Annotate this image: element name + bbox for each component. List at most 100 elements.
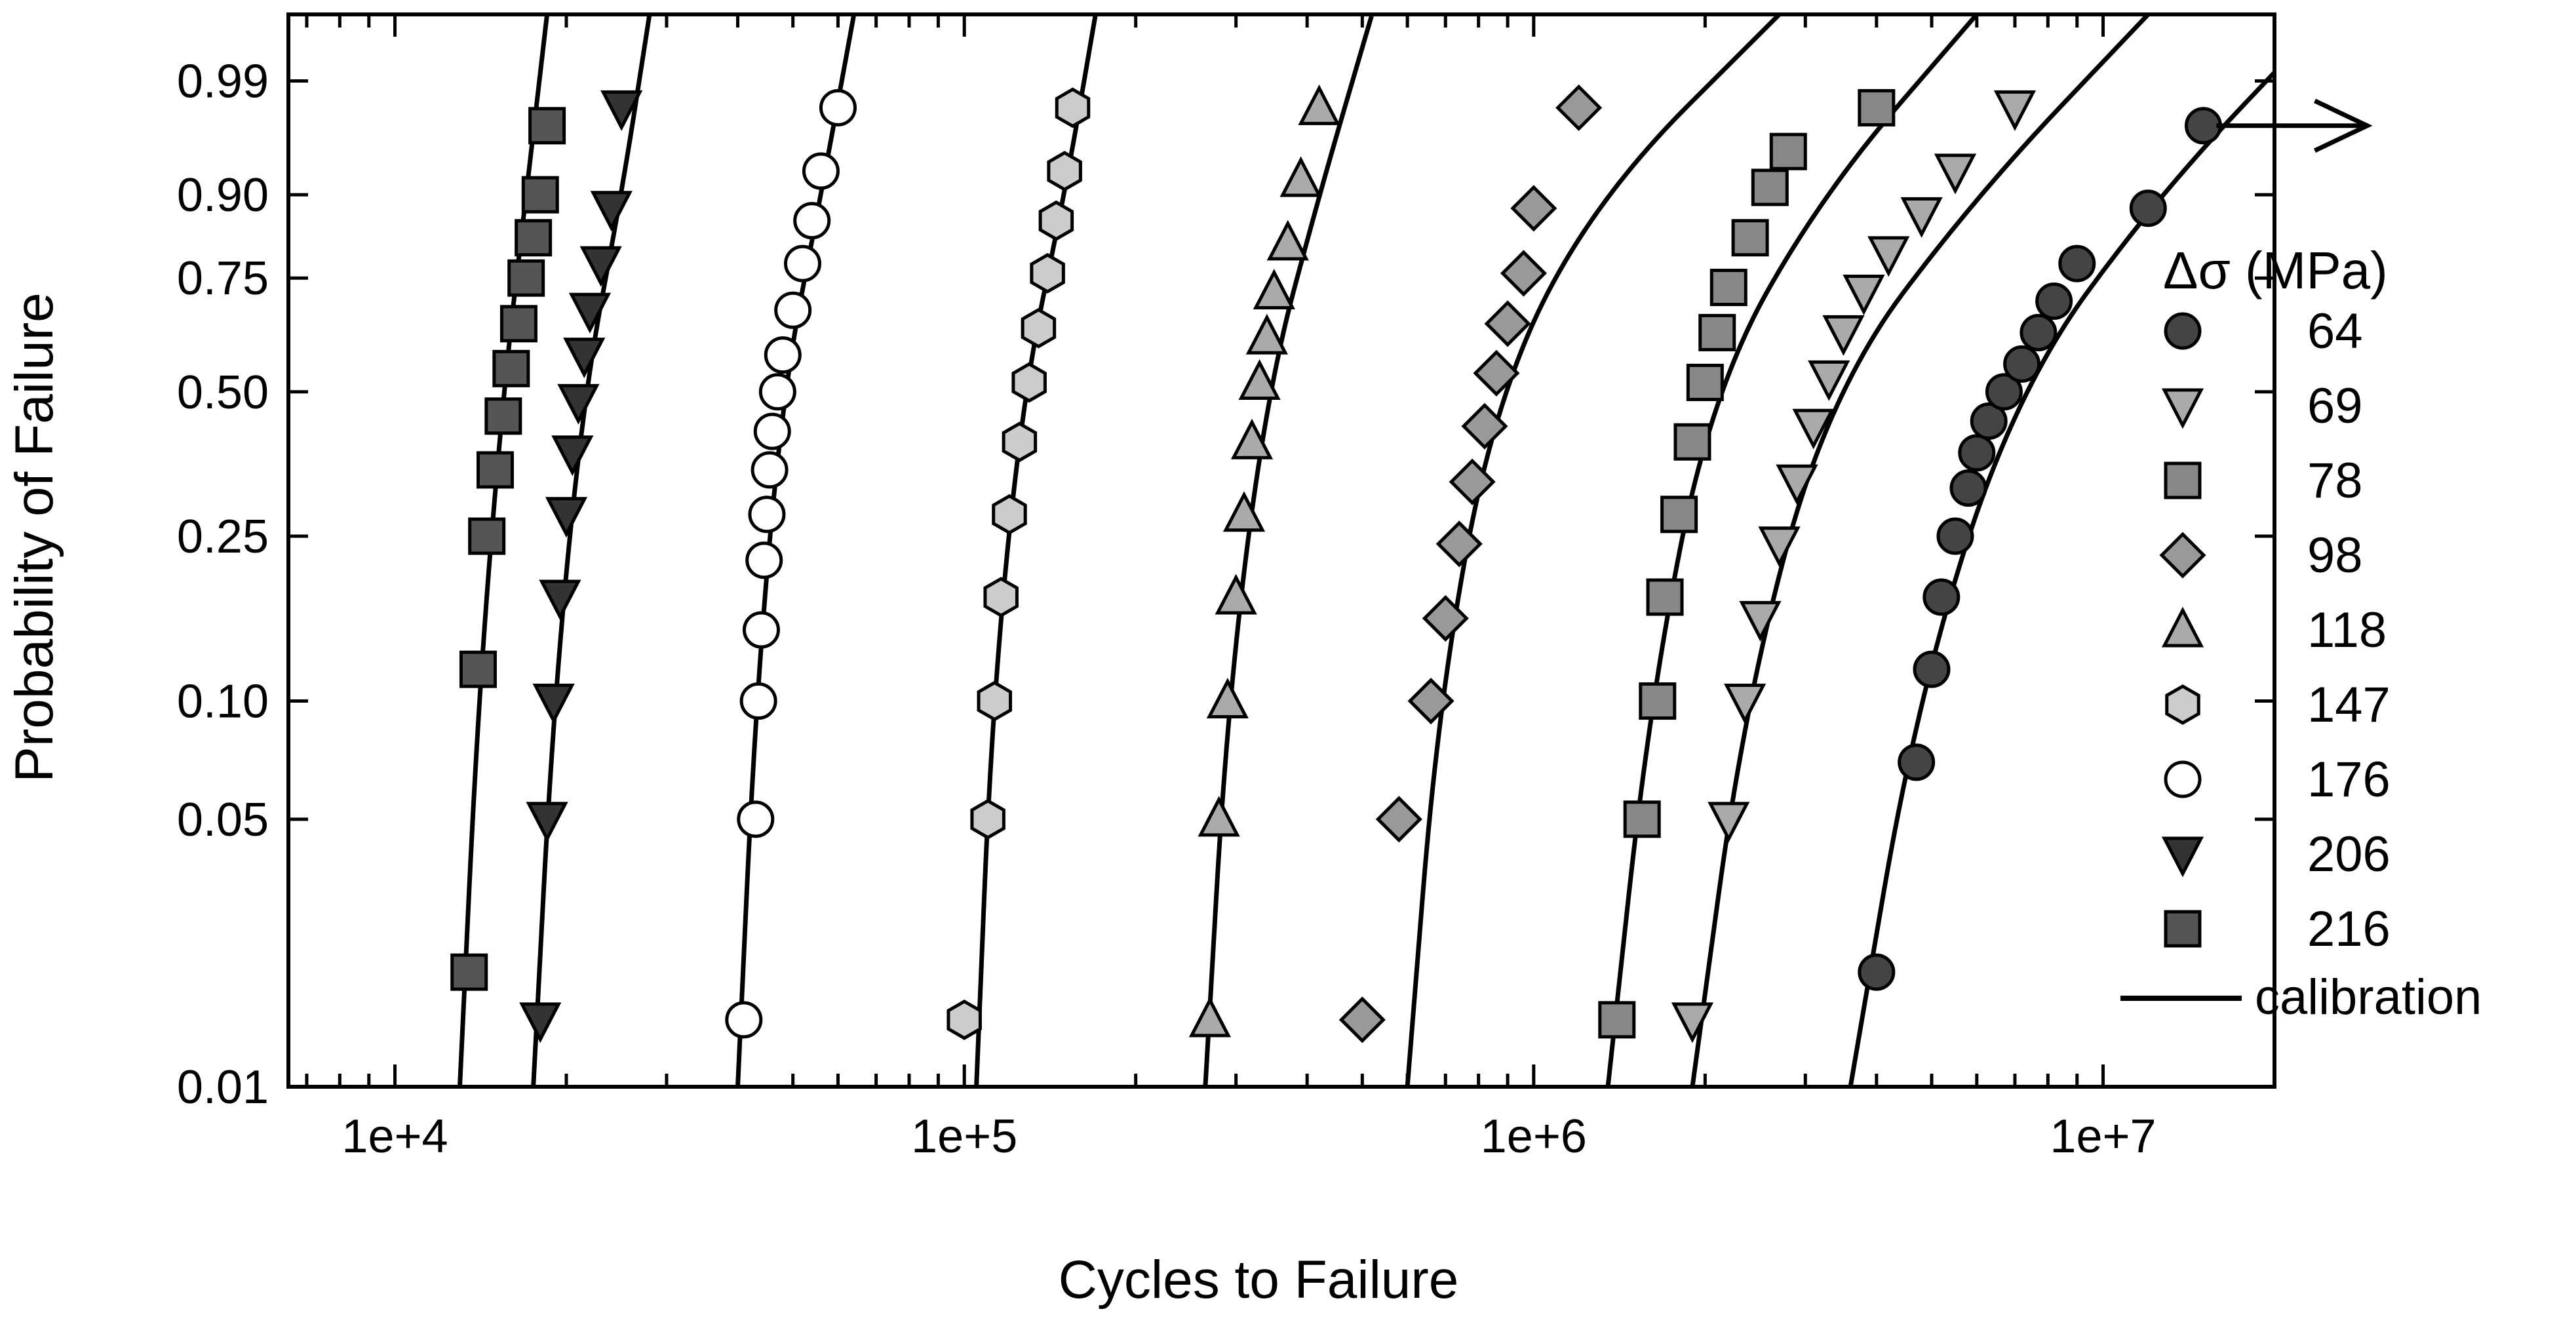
data-point-176 xyxy=(751,451,789,489)
data-point-176 xyxy=(802,152,840,190)
data-point-64 xyxy=(1949,469,1987,507)
calibration-line xyxy=(1690,14,2150,1087)
y-tick-label: 0.05 xyxy=(177,794,269,846)
data-point-216 xyxy=(499,305,537,343)
data-point-147 xyxy=(983,577,1019,617)
legend-label: 98 xyxy=(2307,528,2363,583)
data-point-69 xyxy=(1808,360,1850,401)
data-point-118 xyxy=(1215,574,1257,615)
data-point-64 xyxy=(2129,189,2167,227)
data-point-118 xyxy=(1222,491,1266,532)
legend-marker-206 xyxy=(2161,836,2204,878)
data-point-176 xyxy=(748,496,786,534)
data-point-98 xyxy=(1473,349,1520,397)
data-point-64 xyxy=(1858,953,1896,991)
data-point-69 xyxy=(1993,90,2037,131)
data-point-206 xyxy=(551,435,594,477)
data-point-98 xyxy=(1422,595,1469,642)
x-tick-label: 1e+4 xyxy=(342,1110,448,1163)
data-point-98 xyxy=(1375,796,1422,843)
legend-marker-176 xyxy=(2164,760,2202,798)
data-point-176 xyxy=(753,412,791,450)
data-point-69 xyxy=(1843,275,1885,315)
data-point-147 xyxy=(1021,307,1057,349)
data-point-147 xyxy=(1002,421,1038,463)
legend-label: 118 xyxy=(2307,602,2387,658)
data-point-206 xyxy=(532,684,575,724)
data-point-216 xyxy=(528,107,566,145)
data-point-69 xyxy=(1758,526,1801,568)
data-point-98 xyxy=(1461,402,1508,450)
data-point-176 xyxy=(739,682,777,720)
data-point-64 xyxy=(1958,434,1996,472)
data-point-147 xyxy=(1011,362,1047,403)
data-point-176 xyxy=(742,611,780,649)
data-point-69 xyxy=(1900,197,1943,238)
data-point-69 xyxy=(1739,600,1782,642)
data-point-78 xyxy=(1709,268,1747,306)
x-tick-label: 1e+7 xyxy=(2050,1110,2156,1163)
data-point-78 xyxy=(1686,363,1724,401)
data-point-69 xyxy=(1867,236,1910,277)
data-point-64 xyxy=(1936,517,1974,555)
data-point-206 xyxy=(526,802,568,843)
y-tick-label: 0.90 xyxy=(177,169,269,222)
data-point-64 xyxy=(1970,402,2008,440)
data-point-176 xyxy=(819,88,857,127)
data-point-216 xyxy=(450,953,488,991)
data-point-206 xyxy=(590,191,633,232)
data-point-147 xyxy=(977,680,1013,722)
data-point-69 xyxy=(1792,408,1835,450)
calibration-line xyxy=(531,14,652,1087)
legend-marker-147 xyxy=(2165,684,2200,725)
data-point-118 xyxy=(1253,269,1295,310)
legend-calibration-label: calibration xyxy=(2255,969,2482,1025)
data-point-206 xyxy=(557,383,600,425)
data-point-118 xyxy=(1279,156,1322,197)
data-point-147 xyxy=(946,999,982,1040)
annotations xyxy=(2216,98,2373,153)
fit-lines xyxy=(457,14,2274,1087)
legend-label: 64 xyxy=(2307,303,2363,359)
x-tick-label: 1e+6 xyxy=(1481,1110,1587,1163)
data-point-206 xyxy=(539,579,581,621)
data-point-118 xyxy=(1245,313,1288,355)
calibration-line xyxy=(1848,69,2274,1087)
data-point-147 xyxy=(1030,253,1065,294)
data-point-78 xyxy=(1731,219,1769,257)
legend-marker-64 xyxy=(2164,312,2202,350)
data-point-147 xyxy=(1047,151,1082,191)
data-point-216 xyxy=(515,219,553,257)
data-point-98 xyxy=(1500,250,1547,297)
data-point-118 xyxy=(1230,418,1274,459)
data-point-206 xyxy=(568,292,612,334)
plot-frame xyxy=(286,12,2276,1089)
data-point-98 xyxy=(1510,185,1557,232)
data-point-216 xyxy=(492,349,530,387)
data-point-78 xyxy=(1673,423,1711,461)
data-point-78 xyxy=(1660,496,1698,534)
y-tick-label: 0.01 xyxy=(177,1061,269,1114)
x-tick-label: 1e+5 xyxy=(911,1110,1017,1163)
legend-marker-118 xyxy=(2161,606,2204,648)
data-point-78 xyxy=(1639,682,1677,720)
data-point-206 xyxy=(579,246,622,287)
data-point-176 xyxy=(745,541,783,579)
data-point-147 xyxy=(1055,87,1091,128)
data-point-98 xyxy=(1449,458,1496,505)
data-point-64 xyxy=(1985,373,2023,411)
data-point-78 xyxy=(1623,800,1661,838)
data-point-118 xyxy=(1266,220,1309,261)
data-point-118 xyxy=(1238,359,1281,400)
data-point-78 xyxy=(1698,313,1736,351)
data-point-147 xyxy=(992,494,1027,535)
legend-label: 147 xyxy=(2307,677,2391,733)
data-point-216 xyxy=(468,517,506,555)
data-point-64 xyxy=(2035,283,2073,321)
data-point-69 xyxy=(1822,315,1865,356)
data-point-118 xyxy=(1198,796,1240,837)
data-point-69 xyxy=(1724,684,1766,724)
data-point-69 xyxy=(1934,153,1977,195)
data-point-216 xyxy=(476,451,514,489)
x-axis-title: Cycles to Failure xyxy=(1059,1250,1459,1310)
